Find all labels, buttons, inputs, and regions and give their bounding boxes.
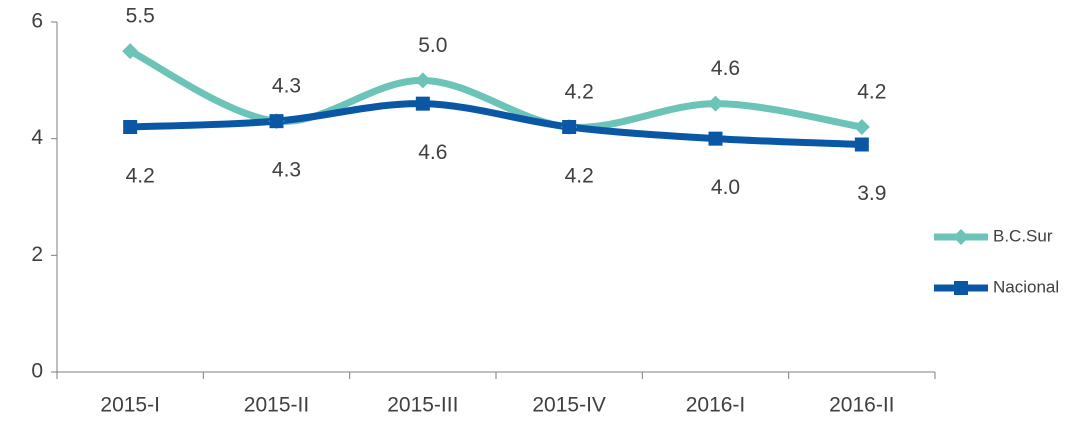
marker — [707, 95, 724, 112]
marker — [853, 119, 870, 135]
data-label: 4.2 — [565, 81, 594, 104]
data-label: 5.0 — [418, 34, 447, 57]
legend-label: B.C.Sur — [993, 226, 1053, 245]
series-line — [126, 100, 866, 148]
series-line — [126, 47, 866, 131]
legend-marker — [953, 229, 969, 245]
data-label: 4.2 — [126, 165, 155, 188]
y-tick-label: 2 — [31, 243, 43, 266]
data-label: 5.5 — [126, 5, 155, 28]
x-tick-label: 2015-I — [100, 394, 160, 417]
data-label: 4.3 — [272, 75, 301, 98]
marker — [122, 43, 139, 60]
marker — [123, 120, 138, 134]
y-tick-label: 6 — [31, 10, 43, 33]
marker — [562, 120, 577, 134]
data-label: 4.2 — [857, 81, 886, 104]
data-label: 4.0 — [711, 176, 740, 199]
legend-label: Nacional — [993, 277, 1059, 296]
marker — [414, 72, 431, 89]
marker — [854, 137, 869, 152]
x-tick-label: 2015-II — [244, 394, 309, 417]
data-label: 4.3 — [272, 159, 301, 182]
data-label: 4.6 — [711, 57, 740, 80]
x-tick-label: 2016-I — [686, 394, 746, 417]
x-tick-label: 2016-II — [829, 394, 894, 417]
y-tick-label: 0 — [31, 360, 43, 383]
data-label: 4.6 — [418, 141, 447, 164]
x-tick-label: 2015-III — [387, 394, 458, 417]
marker — [708, 131, 723, 146]
marker — [269, 114, 284, 129]
data-label: 3.9 — [857, 182, 886, 205]
y-tick-label: 4 — [31, 126, 43, 149]
marker — [415, 96, 430, 111]
x-tick-label: 2015-IV — [532, 394, 606, 417]
data-label: 4.2 — [565, 165, 594, 188]
legend-marker — [954, 281, 968, 295]
